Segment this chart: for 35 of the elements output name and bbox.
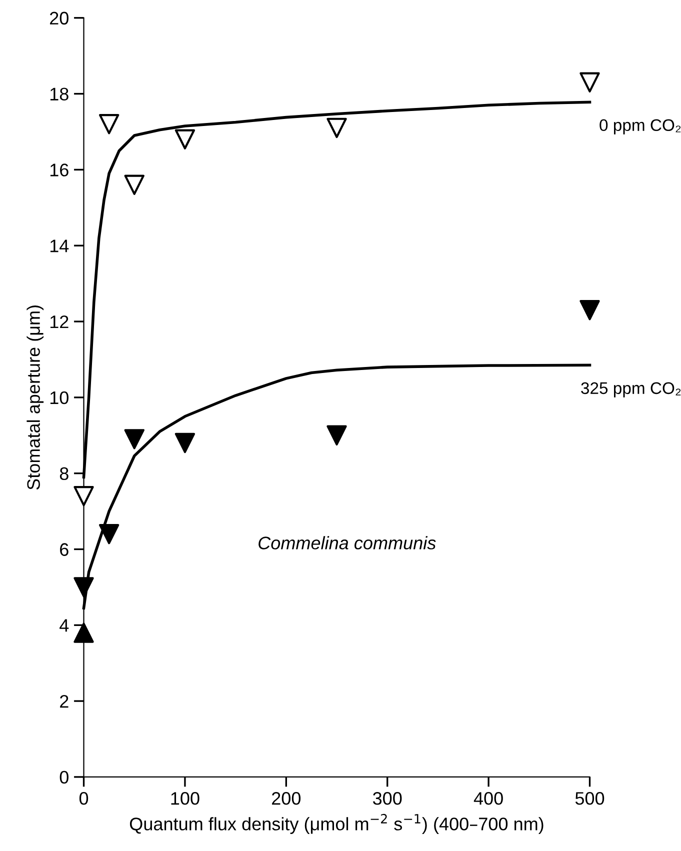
point	[74, 486, 94, 506]
point	[124, 174, 144, 195]
y-tick-label: 14	[50, 240, 69, 252]
y-tick-label: 12	[50, 315, 68, 328]
series-label: 0 ppm CO₂	[600, 119, 681, 134]
x-tick-label: 100	[171, 792, 200, 805]
point	[174, 129, 196, 150]
point	[124, 429, 144, 450]
point	[74, 622, 94, 643]
y-tick-label: 18	[50, 88, 68, 100]
point	[326, 118, 347, 138]
series-label: 325 ppm CO₂	[581, 382, 681, 398]
point	[98, 524, 120, 544]
point	[98, 114, 120, 134]
y-tick-label: 0	[60, 770, 68, 784]
point	[174, 432, 196, 454]
y-tick-label: 10	[50, 391, 68, 404]
x-tick-label: 200	[272, 792, 301, 805]
x-tick-label: 500	[575, 792, 604, 805]
point	[580, 300, 600, 320]
y-tick-label: 2	[60, 694, 68, 708]
x-axis-title: Quantum flux density (μmol m$^{−2}$ s$^{−1}$) (400–700 nm)	[130, 814, 544, 834]
point	[326, 425, 347, 446]
y-tick-label: 8	[60, 467, 68, 480]
x-tick-label: 400	[474, 792, 503, 805]
point	[580, 72, 600, 92]
y-tick-label: 20	[50, 12, 68, 25]
y-axis-title: Stomatal aperture (μm)	[26, 306, 44, 490]
x-tick-label: 300	[372, 792, 402, 805]
y-tick-label: 4	[60, 619, 69, 632]
y-tick-label: 16	[50, 164, 68, 176]
x-tick-label: 0	[79, 792, 88, 805]
y-tick-label: 6	[60, 543, 68, 556]
point	[74, 577, 94, 598]
annotation: Commelina communis	[258, 536, 436, 550]
